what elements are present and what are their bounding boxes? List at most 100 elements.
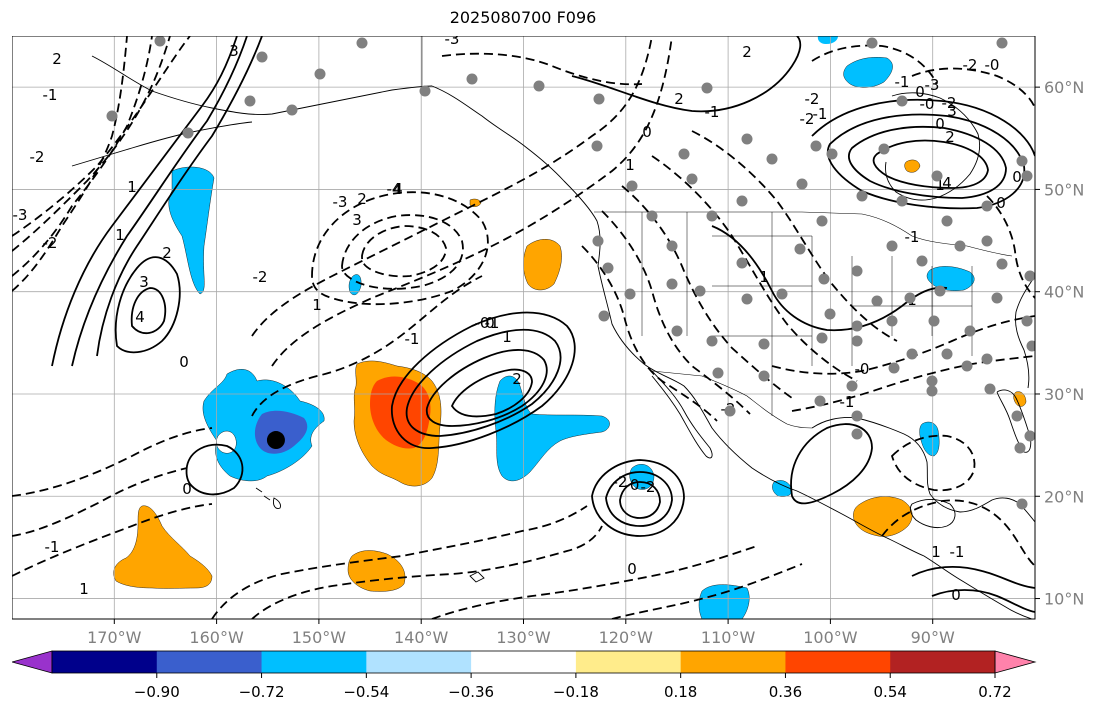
colorbar-tick-label: −0.18: [553, 683, 599, 701]
contour-dashed: [911, 67, 1035, 109]
station-dot: [724, 405, 736, 417]
colorbar-tick-label: 0.18: [664, 683, 697, 701]
contour-dashed: [651, 155, 858, 382]
lat-tick-label: 40°N: [1044, 283, 1084, 302]
colorbar-block: [366, 651, 472, 673]
station-dot: [758, 370, 770, 382]
contour-solid: [848, 125, 1007, 199]
station-dot: [991, 292, 1003, 304]
station-dot: [701, 82, 713, 94]
coastline-yucatan: [909, 499, 956, 529]
contour-dashed: [621, 185, 793, 399]
contour-solid: [96, 36, 263, 357]
contour-dashed: [881, 499, 1035, 567]
border-states: [421, 36, 973, 416]
colorbar-block: [680, 651, 786, 673]
station-dot: [1026, 340, 1035, 352]
colorbar-tick-label: 0.36: [769, 683, 802, 701]
contour-dashed: [771, 315, 1035, 375]
coastline-florida: [996, 389, 1032, 453]
contour-label: 0: [935, 115, 945, 133]
contour-label: -1: [813, 105, 828, 123]
station-dot: [671, 325, 683, 337]
station-dot: [666, 278, 678, 290]
lat-tick-label: 50°N: [1044, 180, 1084, 199]
contour-label: 2: [742, 43, 752, 61]
station-dot: [106, 110, 118, 122]
contour-label: 2: [674, 90, 684, 108]
contour-solid: [872, 139, 989, 189]
station-dot: [646, 210, 658, 222]
station-dot: [904, 292, 916, 304]
contour-dashed: [341, 214, 464, 290]
contour-label: 4: [135, 308, 145, 326]
lat-tick-label: 30°N: [1044, 385, 1084, 404]
contour-label: -4: [387, 180, 402, 198]
contour-dashed: [691, 130, 898, 342]
contour-solid: [605, 471, 673, 527]
station-dot: [796, 178, 808, 190]
shaded-region-negative: [168, 166, 215, 295]
contour-solid: [185, 443, 244, 496]
lon-tick-label: 170°W: [87, 628, 142, 647]
coastline-baja: [651, 370, 713, 459]
station-dot: [964, 325, 976, 337]
station-dot: [794, 243, 806, 255]
contour-dashed: [271, 36, 673, 367]
contour-label: -0: [985, 56, 1000, 74]
contour-label: -2: [963, 56, 978, 74]
station-dot: [896, 195, 908, 207]
contour-label: -1: [905, 228, 920, 246]
contour-lines: [51, 36, 1035, 613]
lon-tick-label: 140°W: [394, 628, 449, 647]
contour-solid: [130, 287, 167, 335]
contour-solid: [391, 311, 576, 449]
station-dot: [678, 148, 690, 160]
station-dot: [591, 140, 603, 152]
contour-solid: [811, 98, 1035, 157]
station-dot: [1024, 270, 1035, 282]
station-dot: [1024, 430, 1035, 442]
station-dot: [816, 215, 828, 227]
shaded-region-negative: [843, 57, 893, 88]
contour-dashed: [441, 52, 643, 86]
shaded-region-negative: [348, 274, 362, 296]
station-dot: [931, 170, 943, 182]
contour-lines-dashed: [12, 36, 1035, 619]
station-dot: [256, 51, 268, 63]
lon-tick-label: 150°W: [292, 628, 347, 647]
contour-label: -0: [920, 95, 935, 113]
contour-dashed: [12, 36, 128, 292]
map-title: 2025080700 F096: [449, 8, 597, 27]
contour-solid: [790, 423, 873, 505]
longitude-tick-labels: 170°W 160°W 150°W 140°W 130°W 120°W 110°W 100°W…: [87, 619, 955, 647]
station-dot: [741, 293, 753, 305]
station-dot: [816, 332, 828, 344]
contour-label: -3: [13, 206, 28, 224]
contour-label: -2: [800, 110, 815, 128]
lon-tick-label: 90°W: [911, 628, 955, 647]
contour-dashed: [986, 195, 1035, 299]
colorbar-extend-min: [12, 650, 53, 674]
contour-label: 3: [139, 273, 149, 291]
station-dot: [886, 315, 898, 327]
contour-dashed: [12, 427, 213, 497]
coastline-hudson: [885, 92, 981, 201]
station-dot: [1016, 498, 1028, 510]
contour-label: 1: [759, 268, 769, 286]
station-dot: [871, 295, 883, 307]
contour-label: 0: [485, 314, 495, 332]
contour-label: 2: [52, 50, 62, 68]
station-dot: [182, 127, 194, 139]
colorbar-tick-label: −0.36: [448, 683, 494, 701]
colorbar-block: [575, 651, 682, 673]
contour-label: 2: [512, 370, 522, 388]
station-dot: [694, 285, 706, 297]
station-dot: [814, 395, 826, 407]
contour-label: 1: [79, 580, 89, 598]
contour-label: -3: [445, 36, 460, 48]
contour-label: -2: [805, 90, 820, 108]
station-dot: [1011, 410, 1023, 422]
contour-dashed: [601, 210, 751, 415]
station-dot: [818, 273, 830, 285]
